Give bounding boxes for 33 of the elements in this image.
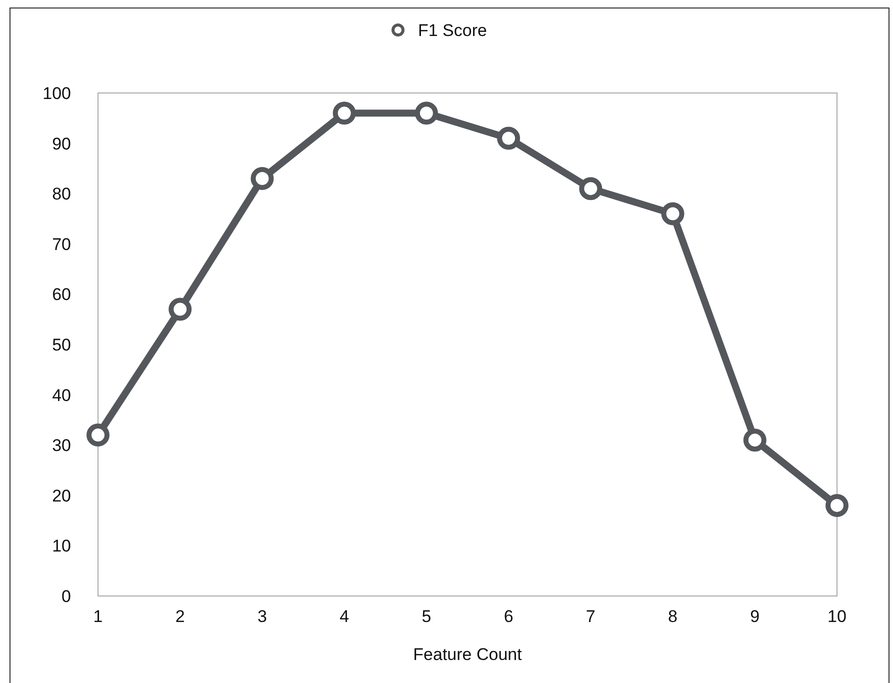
x-tick-label: 10	[828, 607, 846, 626]
x-tick-label: 8	[668, 607, 678, 626]
point	[250, 167, 274, 190]
x-tick-label: 3	[257, 607, 267, 626]
point	[826, 494, 848, 517]
point	[414, 102, 438, 125]
point	[86, 424, 110, 447]
x-tick-label: 1	[93, 607, 103, 626]
point	[743, 428, 766, 452]
x-tick-label: 7	[586, 607, 596, 626]
x-tick-label: 9	[750, 607, 760, 626]
y-tick-label: 20	[52, 486, 71, 506]
y-tick-label: 70	[52, 234, 71, 254]
legend-label: F1 Score	[418, 20, 487, 40]
y-tick-label: 10	[52, 536, 71, 556]
y-tick-label: 40	[52, 386, 71, 405]
x-axis-title: Feature Count	[413, 645, 522, 664]
x-tick-label: 6	[504, 607, 514, 626]
y-tick-label: 0	[62, 586, 71, 606]
point	[661, 202, 684, 226]
y-tick-label: 50	[52, 335, 71, 354]
point	[579, 177, 602, 200]
y-tick-label: 80	[52, 184, 71, 204]
x-tick-label: 5	[422, 607, 432, 626]
y-tick-label: 30	[52, 436, 71, 456]
point	[332, 102, 356, 125]
y-tick-label: 60	[52, 285, 71, 304]
y-tick-label: 90	[52, 134, 71, 154]
y-tick-label: 100	[42, 84, 71, 103]
x-tick-label: 4	[340, 607, 350, 626]
point	[497, 126, 520, 150]
x-tick-label: 2	[175, 607, 185, 626]
point	[168, 298, 192, 321]
